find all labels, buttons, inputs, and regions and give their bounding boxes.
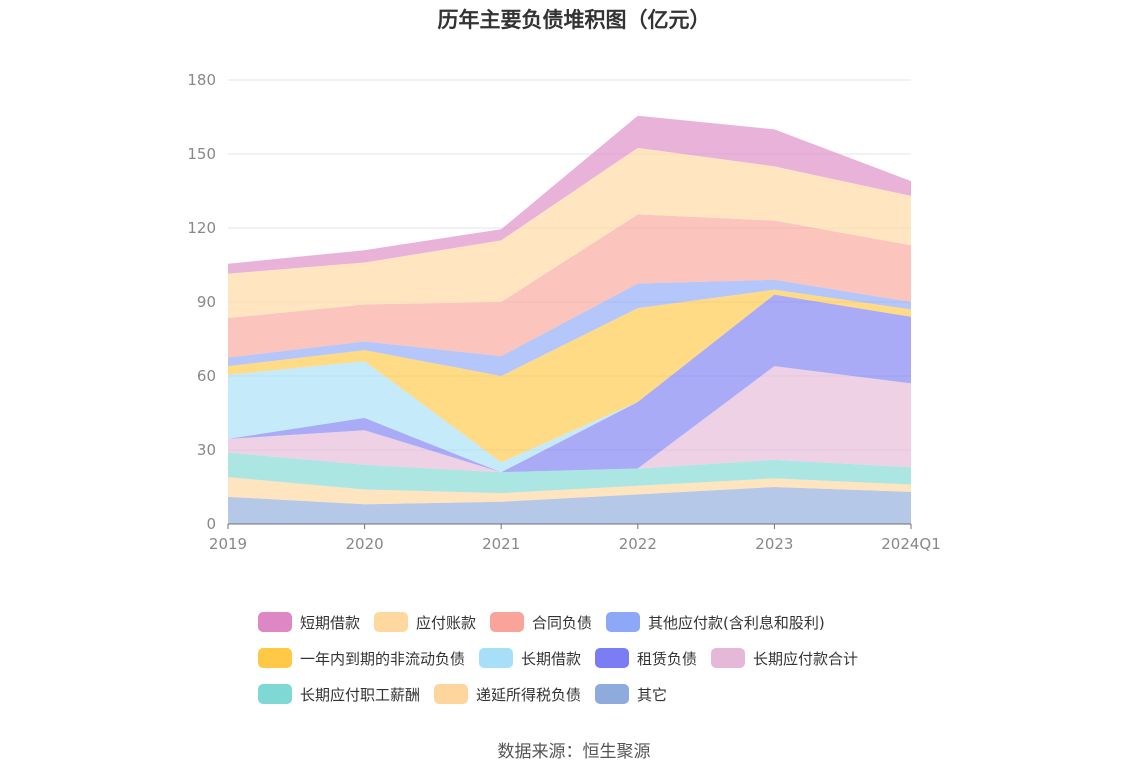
legend-label: 一年内到期的非流动负债 bbox=[300, 649, 466, 668]
legend-swatch bbox=[479, 648, 514, 668]
legend-item[interactable]: 租赁负债 bbox=[595, 648, 697, 669]
legend-item[interactable]: 短期借款 bbox=[258, 612, 360, 633]
legend-swatch bbox=[374, 612, 409, 632]
legend-item[interactable]: 一年内到期的非流动负债 bbox=[258, 648, 465, 669]
legend-item[interactable]: 应付账款 bbox=[374, 612, 476, 633]
area-series bbox=[228, 452, 911, 494]
x-tick-label: 2022 bbox=[619, 535, 657, 553]
legend-swatch bbox=[434, 684, 469, 704]
area-series bbox=[228, 477, 911, 505]
y-tick-label: 180 bbox=[187, 71, 216, 89]
y-tick-label: 0 bbox=[206, 515, 216, 533]
legend-row: 一年内到期的非流动负债 长期借款 租赁负债 长期应付款合计 bbox=[258, 640, 918, 676]
area-series bbox=[228, 147, 911, 319]
legend-swatch bbox=[258, 684, 292, 704]
legend-item[interactable]: 长期应付职工薪酬 bbox=[258, 684, 420, 705]
legend-swatch bbox=[490, 612, 525, 632]
x-tick-label: 2024Q1 bbox=[881, 535, 941, 553]
area-series bbox=[228, 279, 911, 376]
legend-label: 其他应付款(含利息和股利) bbox=[648, 613, 825, 632]
legend-row: 长期应付职工薪酬 递延所得税负债 其它 bbox=[258, 676, 918, 712]
legend-row: 短期借款 应付账款 合同负债 其他应付款(含利息和股利) bbox=[258, 604, 918, 640]
legend-item[interactable]: 合同负债 bbox=[490, 612, 592, 633]
legend-label: 应付账款 bbox=[416, 613, 477, 632]
chart-title: 历年主要负债堆积图（亿元） bbox=[437, 8, 711, 32]
area-series bbox=[228, 289, 911, 463]
x-tick-label: 2021 bbox=[482, 535, 520, 553]
legend-label: 长期应付职工薪酬 bbox=[300, 685, 421, 704]
legend-swatch bbox=[595, 648, 630, 668]
legend-label: 长期应付款合计 bbox=[753, 649, 859, 668]
legend-label: 其它 bbox=[637, 685, 668, 704]
legend-swatch bbox=[258, 612, 292, 632]
area-series bbox=[228, 115, 911, 274]
legend-label: 租赁负债 bbox=[637, 649, 698, 668]
legend-item[interactable]: 长期借款 bbox=[479, 648, 581, 669]
legend-label: 长期借款 bbox=[521, 649, 582, 668]
y-tick-label: 120 bbox=[187, 219, 216, 237]
y-tick-label: 90 bbox=[197, 293, 216, 311]
area-series bbox=[228, 214, 911, 358]
y-tick-label: 150 bbox=[187, 145, 216, 163]
legend-swatch bbox=[595, 684, 630, 704]
y-tick-label: 30 bbox=[197, 441, 216, 459]
x-tick-label: 2020 bbox=[346, 535, 384, 553]
x-tick-label: 2023 bbox=[755, 535, 793, 553]
legend-label: 短期借款 bbox=[300, 613, 361, 632]
stacked-area-chart: 0 30 60 90 120 150 180 2019 2020 2021 2022 2023 2024… bbox=[187, 71, 941, 553]
legend-swatch bbox=[711, 648, 746, 668]
legend-item[interactable]: 其它 bbox=[595, 684, 667, 705]
area-series bbox=[228, 294, 911, 473]
chart-legend: 短期借款 应付账款 合同负债 其他应付款(含利息和股利) 一年内到期的非流动负债 长期借款… bbox=[258, 604, 918, 712]
area-series bbox=[228, 366, 911, 473]
legend-label: 合同负债 bbox=[532, 613, 593, 632]
legend-item[interactable]: 长期应付款合计 bbox=[711, 648, 858, 669]
legend-swatch bbox=[258, 648, 292, 668]
x-tick-label: 2019 bbox=[209, 535, 247, 553]
legend-swatch bbox=[606, 612, 641, 632]
legend-item[interactable]: 其他应付款(含利息和股利) bbox=[606, 612, 825, 633]
data-source-note: 数据来源：恒生聚源 bbox=[497, 742, 651, 762]
area-series bbox=[228, 294, 911, 473]
area-series bbox=[228, 487, 911, 524]
legend-label: 递延所得税负债 bbox=[476, 685, 582, 704]
y-tick-label: 60 bbox=[197, 367, 216, 385]
legend-item[interactable]: 递延所得税负债 bbox=[434, 684, 581, 705]
